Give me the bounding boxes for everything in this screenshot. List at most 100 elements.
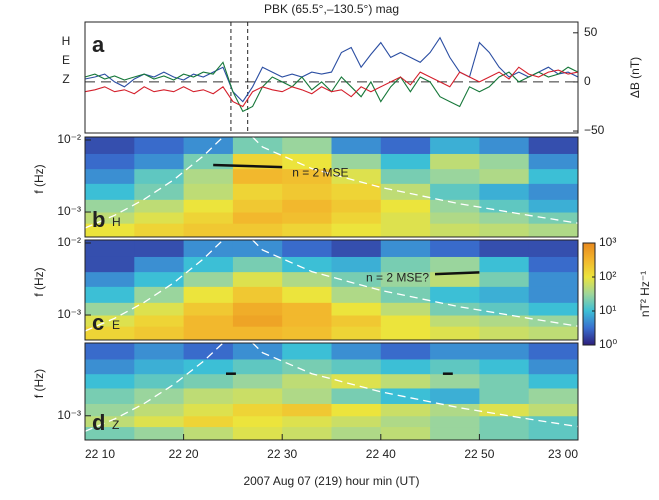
heatmap-cell — [430, 373, 480, 389]
heatmap-cell — [85, 271, 135, 287]
panel-label: d — [92, 410, 105, 435]
legend-label: H — [62, 34, 71, 48]
heatmap-cell — [331, 240, 382, 257]
heatmap-cell — [232, 212, 283, 224]
heatmap-cell — [380, 403, 431, 417]
x-tick-label: 23 00 — [548, 447, 578, 461]
heatmap-cell — [232, 286, 283, 303]
x-tick-label: 22 10 — [85, 447, 115, 461]
heatmap-cell — [232, 168, 283, 184]
heatmap-cell — [479, 240, 530, 257]
x-tick-label: 22 50 — [464, 447, 494, 461]
heatmap-cell — [183, 168, 234, 184]
heatmap-cell — [85, 256, 135, 273]
heatmap-cell — [85, 426, 135, 440]
heatmap-cell — [85, 153, 135, 170]
colorbar-tick-label: 10² — [599, 269, 616, 283]
heatmap-cell — [528, 426, 578, 440]
heatmap-cell — [479, 168, 530, 184]
heatmap-cell — [134, 302, 185, 316]
heatmap-cell — [85, 240, 135, 257]
heatmap-cell — [380, 240, 431, 257]
y-tick-label: 50 — [584, 25, 598, 39]
heatmap-cell — [232, 358, 283, 375]
heatmap-cell — [528, 302, 578, 316]
heatmap-cell — [479, 271, 530, 287]
heatmap-cell — [380, 426, 431, 440]
heatmap-cell — [282, 240, 332, 257]
heatmap-cell — [380, 358, 431, 375]
heatmap-cell — [430, 403, 480, 417]
heatmap-cell — [331, 183, 382, 200]
heatmap-cell — [232, 256, 283, 273]
guide-curve — [85, 343, 224, 432]
heatmap-cell — [134, 223, 185, 237]
heatmap-cell — [282, 286, 332, 303]
heatmap-cell — [232, 373, 283, 389]
heatmap-cell — [282, 358, 332, 375]
heatmap-cell — [183, 223, 234, 237]
heatmap-cell — [183, 315, 234, 327]
heatmap-cell — [183, 212, 234, 224]
heatmap-cell — [282, 387, 332, 404]
heatmap-cell — [430, 223, 480, 237]
heatmap-cell — [380, 373, 431, 389]
heatmap-cell — [528, 271, 578, 287]
component-label: H — [112, 215, 121, 229]
heatmap-cell — [183, 373, 234, 389]
heatmap-cell — [479, 343, 530, 360]
heatmap-cell — [528, 387, 578, 404]
heatmap-cell — [232, 137, 283, 154]
heatmap-cell — [282, 256, 332, 273]
heatmap-cell — [528, 199, 578, 213]
colorbar-tick-label: 10⁰ — [599, 337, 617, 351]
heatmap-cell — [331, 426, 382, 440]
heatmap-cell — [282, 302, 332, 316]
y-axis-label: f (Hz) — [32, 267, 46, 296]
panel-frame — [84, 21, 579, 134]
heatmap-cell — [380, 212, 431, 224]
heatmap-cell — [331, 403, 382, 417]
heatmap-cell — [134, 212, 185, 224]
heatmap-cell — [232, 343, 283, 360]
heatmap-cell — [282, 183, 332, 200]
heatmap-cell — [183, 137, 234, 154]
legend-label: E — [62, 53, 70, 67]
heatmap-cell — [134, 373, 185, 389]
guide-curve — [252, 240, 578, 327]
heatmap-cell — [282, 212, 332, 224]
heatmap-cell — [430, 387, 480, 404]
heatmap-cell — [183, 153, 234, 170]
heatmap-cell — [430, 326, 480, 340]
heatmap-cell — [479, 358, 530, 375]
series-line — [84, 36, 579, 103]
heatmap-cell — [479, 315, 530, 327]
heatmap-cell — [282, 426, 332, 440]
heatmap-cell — [430, 212, 480, 224]
heatmap-cell — [380, 168, 431, 184]
y-tick-label: 0 — [584, 74, 591, 88]
heatmap-cell — [380, 223, 431, 237]
heatmap-cell — [183, 199, 234, 213]
heatmap-cell — [479, 137, 530, 154]
panel-frame — [84, 239, 579, 341]
heatmap-cell — [430, 168, 480, 184]
heatmap-cell — [134, 415, 185, 428]
y-tick-label: 10⁻² — [57, 132, 81, 146]
heatmap-cell — [282, 373, 332, 389]
heatmap-cell — [528, 183, 578, 200]
heatmap-cell — [134, 315, 185, 327]
heatmap-cell — [232, 403, 283, 417]
y-axis-label: f (Hz) — [32, 164, 46, 193]
guide-curve — [252, 343, 578, 428]
heatmap-cell — [282, 168, 332, 184]
heatmap-cell — [85, 343, 135, 360]
heatmap-cell — [528, 168, 578, 184]
heatmap-cell — [232, 426, 283, 440]
heatmap-cell — [282, 153, 332, 170]
heatmap-cell — [430, 137, 480, 154]
heatmap-cell — [331, 212, 382, 224]
heatmap-cell — [479, 403, 530, 417]
panel-frame — [84, 136, 579, 238]
